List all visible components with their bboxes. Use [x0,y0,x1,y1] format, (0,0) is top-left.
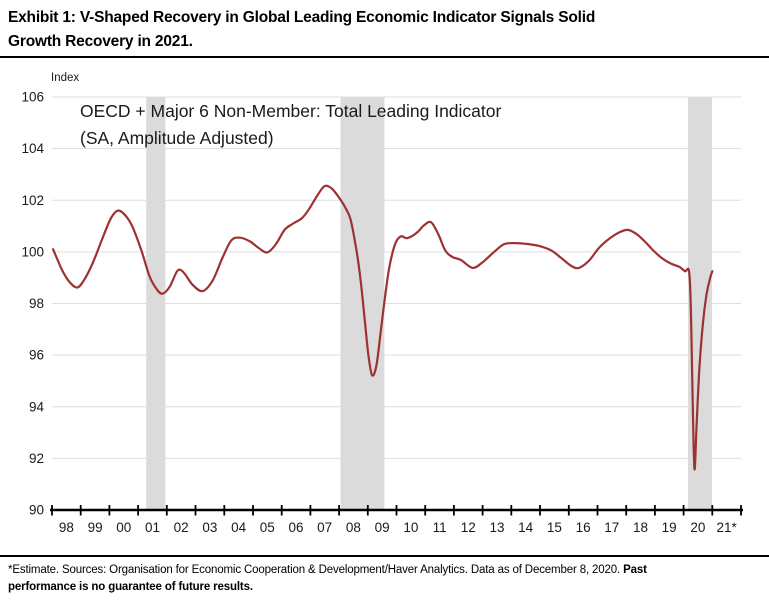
y-axis-label: 106 [21,90,44,105]
x-axis-label: 10 [403,520,418,535]
x-axis-label: 14 [518,520,534,535]
x-axis-label: 17 [604,520,619,535]
x-axis-label: 15 [547,520,562,535]
x-axis-label: 16 [576,520,591,535]
y-axis-label: 92 [29,451,44,466]
exhibit-heading: Exhibit 1: V-Shaped Recovery in Global L… [8,6,763,54]
y-axis-label: 102 [21,193,44,208]
x-axis-label: 20 [690,520,705,535]
x-axis-label: 05 [260,520,275,535]
top-divider [0,56,769,58]
exhibit-heading-line1: Exhibit 1: V-Shaped Recovery in Global L… [8,9,596,26]
exhibit-heading-line2: Growth Recovery in 2021. [8,33,193,50]
y-axis-label: 104 [21,141,44,156]
y-axis-label: 94 [29,399,45,414]
x-axis-label: 21* [716,520,737,535]
indicator-line [52,184,714,471]
x-axis-label: 11 [433,520,447,535]
x-axis-label: 06 [288,520,303,535]
chart-title-line1: OECD + Major 6 Non-Member: Total Leading… [80,101,502,121]
footnote-disclaimer-start: Past [623,564,647,576]
bottom-divider [0,555,769,557]
x-axis-label: 09 [375,520,390,535]
x-axis-label: 08 [346,520,361,535]
leading-indicator-chart: 106 104 102 100 98 96 94 92 90 98 99 00 01 02 03 04 05 06… [21,90,743,535]
footnote: *Estimate. Sources: Organisation for Eco… [8,562,761,596]
x-axis-label: 03 [202,520,217,535]
footnote-source-text: *Estimate. Sources: Organisation for Eco… [8,564,624,576]
y-axis-label: 100 [21,244,44,259]
chart-title-line2: (SA, Amplitude Adjusted) [80,128,274,148]
x-axis-label: 01 [145,520,160,535]
y-axis-label: 96 [29,348,44,363]
x-axis-label: 12 [461,520,476,535]
y-axis-title: Index [51,72,80,84]
x-axis-label: 07 [317,520,332,535]
x-axis-label: 98 [59,520,74,535]
y-axis-label: 90 [29,503,44,518]
x-axis-label: 19 [662,520,677,535]
footnote-disclaimer-end: performance is no guarantee of future re… [8,581,253,593]
x-axis-label: 00 [116,520,131,535]
x-axis-label: 02 [174,520,189,535]
y-axis-label: 98 [29,296,44,311]
x-axis-label: 04 [231,520,247,535]
x-axis-label: 18 [633,520,648,535]
chart-title: OECD + Major 6 Non-Member: Total Leading… [80,98,501,152]
x-axis-label: 99 [88,520,103,535]
x-axis-label: 13 [489,520,504,535]
